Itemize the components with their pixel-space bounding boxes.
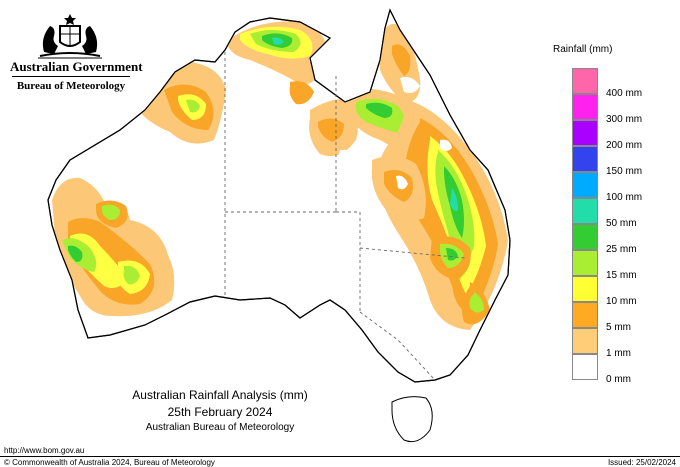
legend-swatch [572,68,598,94]
legend-label: 25 mm [606,244,637,255]
website-url: http://www.bom.gov.au [4,446,85,455]
legend-label: 50 mm [606,218,637,229]
legend-swatch [572,328,598,354]
copyright-text: © Commonwealth of Australia 2024, Bureau… [4,458,215,467]
footer-divider [0,456,680,457]
legend-label: 1 mm [606,348,631,359]
legend-swatch [572,276,598,302]
legend-label: 400 mm [606,88,643,99]
legend-swatch [572,172,598,198]
legend-label: 15 mm [606,270,637,281]
legend-label: 5 mm [606,322,631,333]
legend-swatch [572,198,598,224]
bureau-title: Bureau of Meteorology [16,80,126,92]
legend-label: 10 mm [606,296,637,307]
map-date: 25th February 2024 [167,405,273,419]
legend-title: Rainfall (mm) [553,44,613,55]
map-source: Australian Bureau of Meteorology [145,422,295,433]
legend-swatch [572,250,598,276]
legend-label: 150 mm [606,166,643,177]
government-title: Australian Government [10,59,143,74]
legend-label: 100 mm [606,192,643,203]
legend-label: 300 mm [606,114,643,125]
header-divider [12,76,130,77]
issued-date: Issued: 25/02/2024 [607,458,676,467]
legend-swatch [572,302,598,328]
legend-label: 0 mm [606,374,631,385]
coat-of-arms-icon [38,14,102,59]
map-title: Australian Rainfall Analysis (mm) [132,388,308,402]
legend-swatch [572,120,598,146]
legend-swatch [572,354,598,380]
legend-swatch [572,94,598,120]
australia-rainfall-map [47,9,511,443]
legend-swatch [572,146,598,172]
legend-label: 200 mm [606,140,643,151]
legend-swatch [572,224,598,250]
